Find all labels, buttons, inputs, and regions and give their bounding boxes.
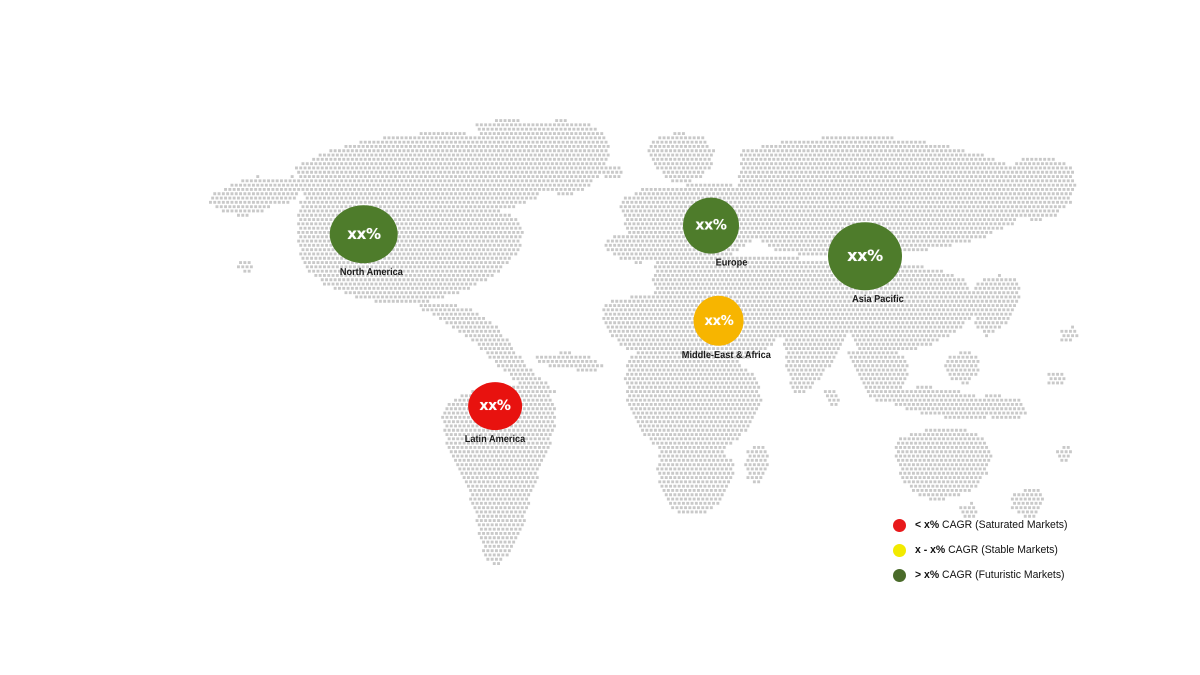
legend-metric-futuristic: > x% bbox=[915, 569, 940, 581]
region-bubble-middle-east-africa[interactable]: xx% Middle-East & Africa bbox=[671, 295, 771, 361]
legend-description-saturated: CAGR (Saturated Markets) bbox=[942, 519, 1068, 531]
legend-text-futuristic: > x% CAGR (Futuristic Markets) bbox=[915, 570, 1065, 581]
legend: < x% CAGR (Saturated Markets) x - x% CAGR… bbox=[893, 518, 1076, 583]
region-bubble-latin-america[interactable]: xx% Latin America bbox=[462, 382, 528, 446]
legend-description-stable: CAGR (Stable Markets) bbox=[948, 544, 1058, 556]
bubble-circle-middle-east-africa[interactable]: xx% bbox=[694, 295, 744, 346]
legend-dot-stable bbox=[893, 544, 906, 557]
legend-text-saturated: < x% CAGR (Saturated Markets) bbox=[915, 520, 1067, 531]
bubble-value-asia-pacific: xx% bbox=[847, 246, 883, 266]
bubble-value-middle-east-africa: xx% bbox=[704, 313, 734, 329]
bubble-circle-north-america[interactable]: xx% bbox=[329, 205, 398, 264]
region-bubble-europe[interactable]: xx% Europe bbox=[683, 197, 747, 269]
legend-item-saturated[interactable]: < x% CAGR (Saturated Markets) bbox=[893, 518, 1076, 533]
legend-item-stable[interactable]: x - x% CAGR (Stable Markets) bbox=[893, 543, 1076, 558]
bubble-circle-asia-pacific[interactable]: xx% bbox=[828, 222, 902, 291]
bubble-value-latin-america: xx% bbox=[479, 398, 511, 415]
region-bubble-north-america[interactable]: xx% North America bbox=[329, 205, 403, 278]
region-bubble-asia-pacific[interactable]: xx% Asia Pacific bbox=[828, 222, 904, 306]
legend-metric-stable: x - x% bbox=[915, 544, 946, 556]
bubble-label-middle-east-africa: Middle-East & Africa bbox=[681, 349, 771, 361]
bubble-label-latin-america: Latin America bbox=[464, 434, 526, 446]
bubble-label-europe: Europe bbox=[715, 257, 748, 269]
legend-description-futuristic: CAGR (Futuristic Markets) bbox=[942, 569, 1065, 581]
legend-item-futuristic[interactable]: > x% CAGR (Futuristic Markets) bbox=[893, 568, 1076, 583]
bubble-circle-europe[interactable]: xx% bbox=[683, 197, 739, 254]
legend-text-stable: x - x% CAGR (Stable Markets) bbox=[915, 545, 1058, 556]
legend-metric-saturated: < x% bbox=[915, 519, 940, 531]
legend-dot-saturated bbox=[893, 519, 906, 532]
bubble-circle-latin-america[interactable]: xx% bbox=[467, 382, 522, 431]
bubble-value-europe: xx% bbox=[695, 217, 727, 234]
map-dots-path bbox=[209, 119, 1079, 565]
bubble-label-north-america: North America bbox=[339, 267, 403, 279]
legend-dot-futuristic bbox=[893, 569, 906, 582]
bubble-label-asia-pacific: Asia Pacific bbox=[852, 294, 904, 306]
bubble-value-north-america: xx% bbox=[347, 224, 381, 243]
map-dot-group bbox=[209, 119, 1079, 565]
